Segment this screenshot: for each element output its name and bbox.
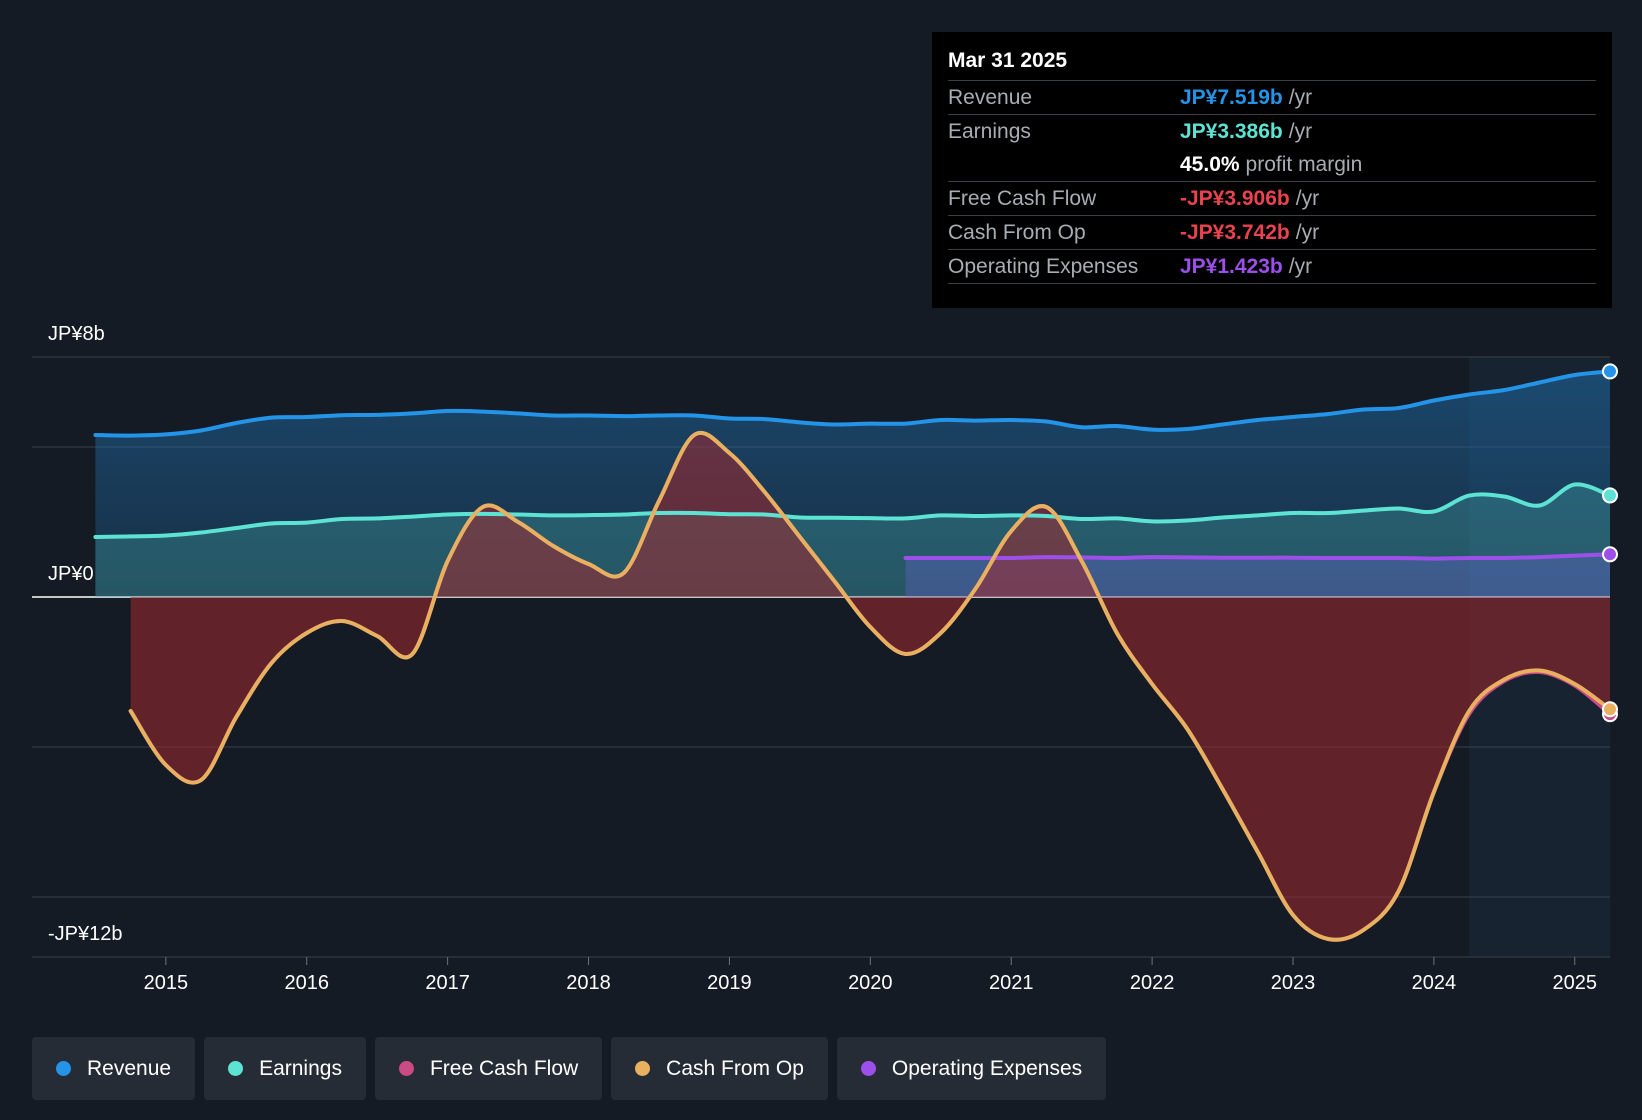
line-earnings xyxy=(93,482,1612,539)
end-dot-revenue xyxy=(1602,363,1618,380)
tooltip-value: 45.0% xyxy=(1180,152,1240,176)
tooltip-date: Mar 31 2025 xyxy=(948,49,1068,72)
tooltip-panel: Mar 31 2025 Revenue JP¥7.519b /yr Earnin… xyxy=(932,32,1612,308)
tooltip-row-earnings: Earnings JP¥3.386b /yr xyxy=(948,114,1596,148)
x-tick-label: 2016 xyxy=(284,972,329,994)
tooltip-value: JP¥7.519b xyxy=(1180,85,1283,109)
legend-dot-icon xyxy=(635,1061,651,1076)
line-cash-from-op xyxy=(128,431,1612,942)
end-dot-cash-from-op xyxy=(1602,701,1618,718)
tooltip-label: Revenue xyxy=(948,85,1033,109)
tooltip-row-revenue: Revenue JP¥7.519b /yr xyxy=(948,80,1596,114)
y-label-bottom: -JP¥12b xyxy=(48,923,123,945)
x-axis: 2015 2016 2017 2018 2019 2020 2021 2022 2023 2024… xyxy=(32,956,1610,994)
x-tick-label: 2019 xyxy=(707,972,752,994)
x-tick-label: 2020 xyxy=(848,972,893,994)
legend-dot-icon xyxy=(228,1061,244,1076)
x-tick-label: 2023 xyxy=(1271,972,1316,994)
x-tick-label: 2017 xyxy=(425,972,470,994)
line-operating-expenses xyxy=(903,552,1612,561)
x-tick-label: 2018 xyxy=(566,972,611,994)
tooltip-unit: /yr xyxy=(1295,220,1320,244)
legend-label: Operating Expenses xyxy=(891,1056,1083,1080)
tooltip-label: Free Cash Flow xyxy=(948,186,1097,210)
series-end-dots xyxy=(1602,363,1618,723)
end-dot-earnings xyxy=(1602,487,1618,504)
y-label-zero: JP¥0 xyxy=(48,563,94,585)
tooltip-unit: /yr xyxy=(1295,186,1320,210)
end-dot-operating-expenses xyxy=(1602,546,1618,563)
legend-label: Revenue xyxy=(87,1056,172,1080)
x-tick-label: 2025 xyxy=(1553,972,1598,994)
legend-item-earnings[interactable]: Earnings xyxy=(204,1037,366,1100)
tooltip-unit: /yr xyxy=(1288,119,1313,143)
legend-dot-icon xyxy=(56,1061,71,1076)
line-revenue xyxy=(93,369,1612,438)
tooltip-value: -JP¥3.742b xyxy=(1180,220,1290,244)
x-tick-label: 2022 xyxy=(1130,972,1175,994)
tooltip-label: Cash From Op xyxy=(948,220,1086,244)
tooltip-label: Operating Expenses xyxy=(948,254,1139,278)
legend-dot-icon xyxy=(398,1061,414,1076)
tooltip-value: -JP¥3.906b xyxy=(1180,186,1290,210)
legend-dot-icon xyxy=(860,1061,876,1076)
x-tick-label: 2015 xyxy=(144,972,189,994)
legend-item-operating-expenses[interactable]: Operating Expenses xyxy=(836,1037,1107,1100)
legend-label: Free Cash Flow xyxy=(429,1056,579,1080)
tooltip-unit: profit margin xyxy=(1245,152,1363,176)
tooltip-row-free-cash-flow: Free Cash Flow -JP¥3.906b /yr xyxy=(948,181,1596,215)
series-lines xyxy=(93,369,1612,942)
legend-item-cash-from-op[interactable]: Cash From Op xyxy=(611,1037,828,1100)
legend-item-revenue[interactable]: Revenue xyxy=(32,1037,196,1100)
tooltip-row-operating-expenses: Operating Expenses JP¥1.423b /yr xyxy=(948,249,1596,284)
tooltip-row-profit-margin: 45.0% profit margin xyxy=(948,148,1596,181)
x-tick-label: 2021 xyxy=(989,972,1034,994)
area-free-cash-flow xyxy=(130,432,1610,940)
legend-label: Cash From Op xyxy=(666,1056,804,1080)
legend: Revenue Earnings Free Cash Flow Cash Fro… xyxy=(32,1037,1107,1100)
legend-label: Earnings xyxy=(259,1056,342,1080)
tooltip-unit: /yr xyxy=(1288,254,1313,278)
tooltip-label: Earnings xyxy=(948,119,1031,143)
y-label-top: JP¥8b xyxy=(48,323,105,345)
series-areas xyxy=(95,371,1611,940)
x-tick-label: 2024 xyxy=(1412,972,1457,994)
tooltip-value: JP¥3.386b xyxy=(1180,119,1283,143)
legend-item-free-cash-flow[interactable]: Free Cash Flow xyxy=(374,1037,603,1100)
tooltip-row-cash-from-op: Cash From Op -JP¥3.742b /yr xyxy=(948,215,1596,249)
tooltip-value: JP¥1.423b xyxy=(1180,254,1283,278)
tooltip-unit: /yr xyxy=(1288,85,1313,109)
